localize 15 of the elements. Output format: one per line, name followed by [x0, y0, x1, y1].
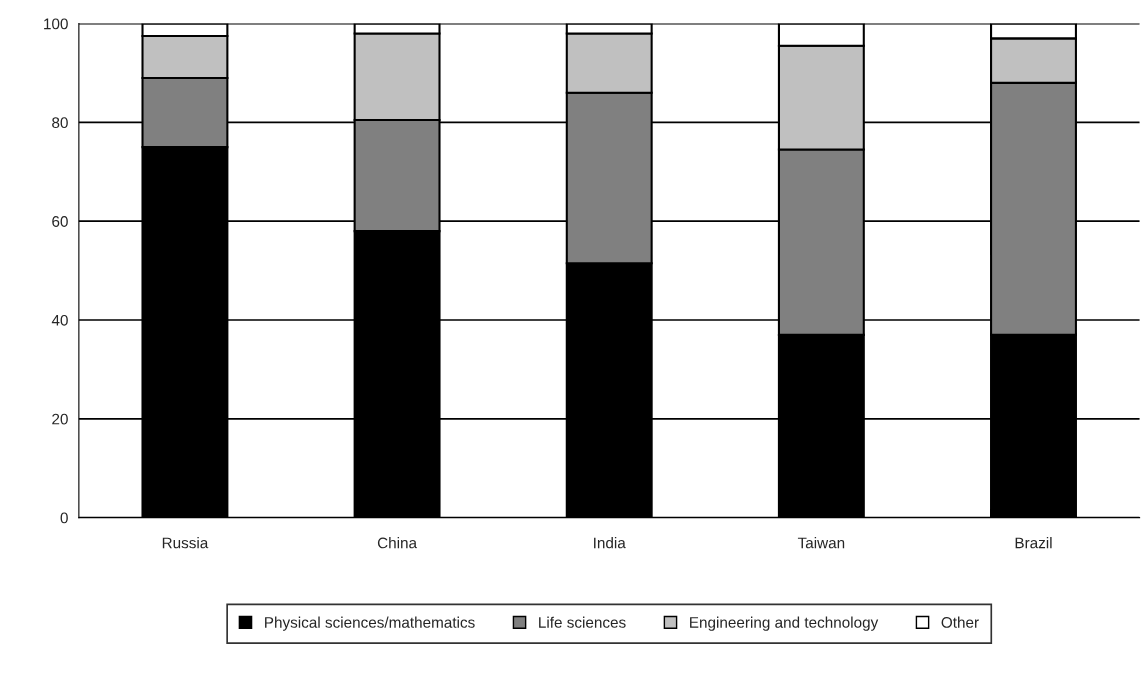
legend-label: Physical sciences/mathematics	[265, 616, 475, 631]
legend-label: Life sciences	[539, 616, 626, 628]
y-tick-label: 80	[52, 117, 68, 129]
y-tick-label: 100	[44, 18, 68, 30]
x-tick-label: Brazil	[1015, 537, 1052, 549]
y-tick-label: 40	[51, 314, 68, 326]
x-tick-label: China	[377, 537, 418, 549]
legend-label: Engineering and technology	[690, 616, 879, 631]
y-tick-label: 0	[60, 512, 68, 524]
x-tick-label: India	[594, 537, 626, 549]
legend-label: Other	[941, 616, 979, 628]
y-tick-label: 20	[52, 413, 68, 425]
y-tick-label: 60	[52, 216, 68, 227]
x-tick-label: Russia	[162, 537, 209, 549]
x-tick-label: Taiwan	[797, 537, 845, 549]
